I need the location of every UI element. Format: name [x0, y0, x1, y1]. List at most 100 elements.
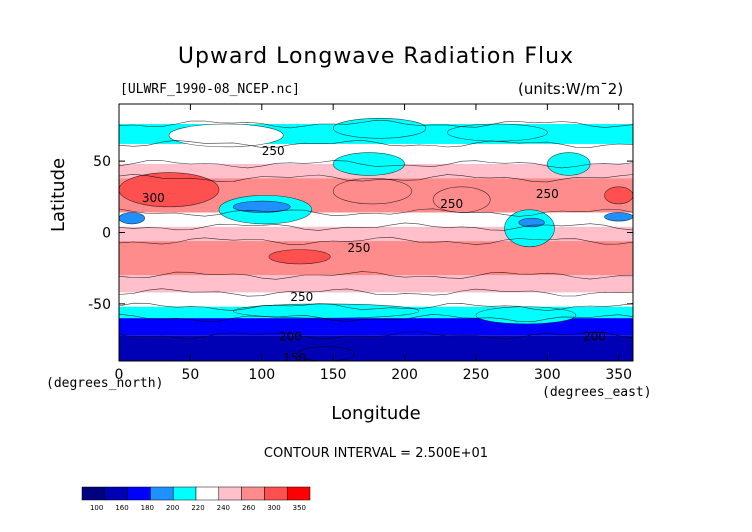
zonal-band: [119, 212, 633, 227]
contour-line: [119, 313, 633, 323]
field-patch: [268, 249, 331, 264]
colorbar-swatch: [264, 486, 288, 501]
field-patch: [333, 152, 405, 176]
x-tick-label: 100: [248, 367, 275, 383]
field-patch: [297, 346, 355, 361]
contour-line: [119, 160, 633, 169]
dataset-label: [ULWRF_1990-08_NCEP.nc]: [120, 82, 301, 97]
colorbar-label: 260: [242, 504, 255, 512]
colorbar-swatch: [81, 486, 106, 501]
contour-ring: [168, 123, 284, 148]
field-patch: [604, 186, 633, 204]
field-patch: [518, 218, 545, 227]
colorbar-swatch: [172, 486, 197, 501]
colorbar-label: 200: [166, 504, 179, 512]
colorbar-label: 180: [141, 504, 154, 512]
contour-line: [119, 119, 633, 129]
colorbar-swatch: [241, 486, 265, 501]
colorbar-label: 350: [293, 504, 306, 512]
units-label: (units:W/mˉ2): [518, 80, 624, 98]
field-patch: [233, 303, 419, 319]
field-patch: [119, 172, 219, 207]
contour-label: 150: [283, 351, 306, 365]
colorbar-swatch: [195, 486, 220, 501]
contour-label: 300: [142, 191, 165, 205]
zonal-band: [119, 241, 633, 276]
zonal-band: [119, 104, 633, 124]
colorbar-label: 240: [217, 504, 230, 512]
field-patch: [119, 212, 145, 224]
contour-line: [119, 302, 633, 312]
contour-label: 250: [290, 290, 313, 304]
y-tick-label: -50: [88, 297, 111, 313]
colorbar-label: 100: [90, 504, 103, 512]
contour-line: [119, 222, 633, 231]
contour-ring: [332, 177, 412, 205]
x-axis-label: Longitude: [331, 403, 421, 424]
contour-ring: [218, 195, 313, 225]
contour-label: 200: [279, 330, 302, 344]
contour-line: [119, 173, 633, 183]
contour-ring: [297, 346, 355, 361]
contour-label: 250: [440, 197, 463, 211]
field-patch: [433, 186, 491, 213]
contour-ring: [518, 217, 545, 228]
contour-label: 250: [262, 144, 285, 158]
field-patch: [547, 152, 591, 176]
contour-ring: [475, 306, 577, 325]
contour-ring: [268, 249, 331, 265]
colorbar-swatch: [127, 486, 151, 501]
axis-ticks: 0 50 100 150 200 250 300 350 -50 0 50: [88, 104, 633, 383]
colorbar-label: 160: [115, 504, 128, 512]
field-patch: [447, 123, 548, 142]
contour-lines: 250 300 250 250 250 250 200 200 150: [119, 117, 633, 365]
contour-ring: [232, 200, 291, 213]
contour-ring: [332, 117, 427, 139]
contour-ring: [504, 209, 555, 248]
y-tick-label: 50: [93, 154, 111, 170]
y-axis-unit-label: (degrees_north): [46, 376, 164, 391]
contour-ring: [432, 186, 491, 213]
x-tick-label: 250: [463, 367, 490, 383]
contour-interval-note: CONTOUR INTERVAL = 2.500E+01: [263, 446, 489, 461]
colorbar-label: 220: [191, 504, 204, 512]
contour-line: [119, 288, 633, 297]
contour-label: 200: [583, 330, 606, 344]
contour-label: 250: [347, 241, 370, 255]
flux-field: [119, 104, 633, 361]
x-tick-label: 200: [391, 367, 418, 383]
x-axis-unit-label: (degrees_east): [542, 385, 652, 400]
zonal-band: [119, 275, 633, 293]
contour-line: [119, 139, 633, 148]
field-patch: [604, 212, 633, 222]
contour-label: 250: [536, 187, 559, 201]
contour-ring: [447, 123, 548, 142]
colorbar-swatch: [104, 486, 128, 501]
x-tick-label: 350: [605, 367, 632, 383]
chart-title: Upward Longwave Radiation Flux: [177, 44, 575, 69]
contour-line: [119, 208, 633, 217]
colorbar-swatch: [218, 486, 242, 501]
field-patch: [168, 123, 284, 147]
contour-ring: [332, 152, 405, 176]
field-patch: [475, 306, 576, 324]
x-tick-label: 300: [534, 367, 561, 383]
contour-line: [119, 236, 633, 246]
contour-ring: [547, 152, 591, 176]
zonal-band: [119, 335, 633, 361]
field-patch: [504, 209, 555, 247]
contour-line: [119, 331, 633, 340]
x-tick-label: 150: [320, 367, 347, 383]
contour-ring: [604, 186, 633, 205]
colorbar-swatch: [150, 486, 174, 501]
contour-ring: [232, 303, 420, 319]
x-tick-label: 50: [181, 367, 199, 383]
colorbar-label: 300: [267, 504, 280, 512]
colorbar: 100 160 180 200 220 240 260 300 350: [81, 486, 311, 512]
field-patch: [233, 201, 291, 213]
colorbar-swatch: [286, 486, 311, 501]
y-tick-label: 0: [102, 226, 111, 242]
contour-ring: [604, 212, 633, 222]
field-patch: [333, 178, 412, 204]
